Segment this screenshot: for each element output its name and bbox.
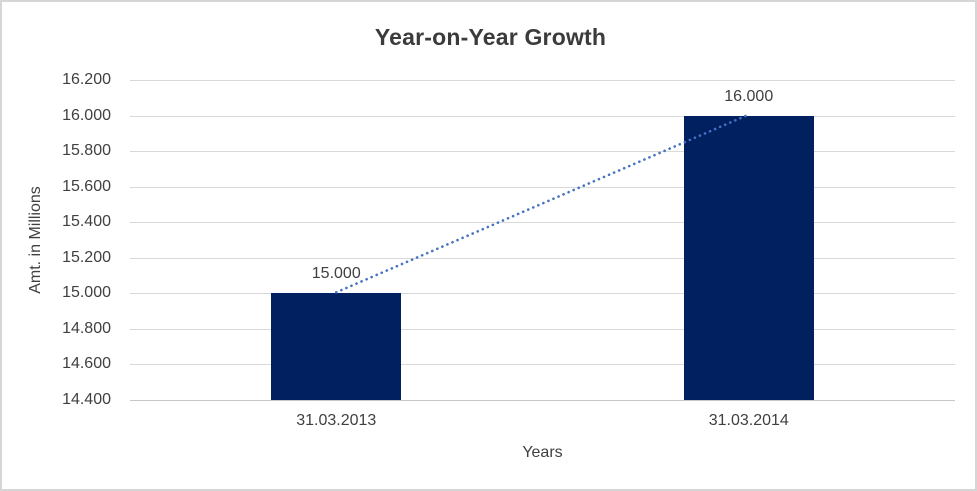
y-tick-label: 14.600 [62, 355, 111, 373]
gridline [130, 151, 955, 153]
gridline [130, 186, 955, 188]
y-tick-label: 16.000 [62, 106, 111, 124]
y-tick-label: 14.400 [62, 391, 111, 408]
y-tick-label: 15.000 [62, 284, 111, 302]
y-tick-label: 15.600 [62, 177, 111, 195]
data-label: 15.000 [311, 265, 361, 283]
gridline [130, 328, 955, 330]
bar-31.03.2013 [271, 293, 402, 400]
gridline [130, 364, 955, 366]
gridline [130, 115, 955, 117]
data-label: 16.000 [724, 87, 774, 105]
y-tick-label: 14.800 [62, 319, 111, 337]
gridline [130, 80, 955, 81]
y-axis-title: Amt. in Millions [27, 186, 44, 294]
chart-title: Year-on-Year Growth [374, 24, 607, 50]
y-tick-label: 15.800 [62, 142, 111, 160]
y-tick-label: 15.400 [62, 213, 111, 231]
y-tick-label: 16.200 [62, 71, 111, 88]
gridline [130, 293, 955, 295]
y-tick-label: 15.200 [62, 248, 111, 266]
x-tick-label: 31.03.2014 [708, 412, 789, 429]
x-axis-title: Years [522, 444, 563, 461]
x-axis-line [130, 400, 955, 401]
x-tick-label: 31.03.2013 [296, 412, 377, 429]
gridline [130, 257, 955, 259]
bar-31.03.2014 [683, 115, 814, 400]
gridline [130, 222, 955, 224]
